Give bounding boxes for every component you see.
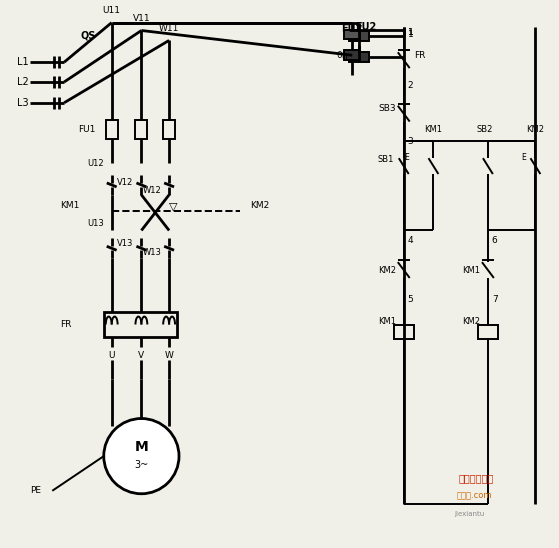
Bar [478, 326, 498, 339]
Text: E: E [521, 153, 525, 162]
Bar [349, 52, 369, 62]
Text: U11: U11 [103, 6, 121, 15]
Text: SB1: SB1 [377, 155, 394, 164]
Text: ▽: ▽ [169, 202, 177, 212]
Text: 3~: 3~ [134, 460, 149, 470]
Text: 5: 5 [408, 295, 414, 304]
Text: W13: W13 [143, 248, 161, 256]
Bar [104, 312, 177, 338]
Text: SB3: SB3 [378, 104, 396, 113]
Text: E: E [405, 153, 410, 162]
Text: M: M [135, 440, 148, 454]
Text: V: V [138, 351, 144, 359]
Text: 电工技术之家: 电工技术之家 [458, 473, 494, 483]
Text: FU1: FU1 [78, 125, 96, 134]
Text: KM1: KM1 [462, 266, 480, 275]
Text: SB2: SB2 [477, 125, 493, 134]
Text: L3: L3 [17, 98, 29, 108]
Bar [344, 30, 360, 39]
Text: KM1: KM1 [424, 125, 443, 134]
Text: jiexiantu: jiexiantu [454, 511, 485, 517]
Text: 3: 3 [408, 137, 414, 146]
Text: 7: 7 [492, 295, 498, 304]
Text: W12: W12 [143, 186, 161, 195]
Text: KM2: KM2 [462, 317, 480, 326]
Text: PE: PE [31, 486, 41, 495]
Bar [349, 31, 369, 42]
Text: KM1: KM1 [378, 317, 396, 326]
Text: L1: L1 [17, 57, 29, 67]
Text: KM2: KM2 [527, 125, 544, 134]
Text: 1: 1 [408, 30, 414, 39]
Bar [163, 119, 175, 139]
Text: 2: 2 [408, 82, 413, 90]
Text: 0: 0 [337, 51, 342, 60]
Text: KM2: KM2 [250, 201, 269, 210]
Text: L2: L2 [17, 77, 29, 87]
Text: V12: V12 [117, 179, 134, 187]
Text: 0: 0 [342, 53, 347, 62]
Text: 接线图.com: 接线图.com [456, 491, 492, 500]
Text: W: W [165, 351, 173, 359]
Text: V13: V13 [117, 239, 134, 248]
Text: 4: 4 [408, 236, 413, 245]
Text: 6: 6 [492, 236, 498, 245]
Text: U13: U13 [87, 219, 104, 228]
Bar [135, 119, 148, 139]
Text: QS: QS [80, 31, 96, 41]
Bar [106, 119, 117, 139]
Text: FU2: FU2 [355, 21, 377, 32]
Circle shape [104, 419, 179, 494]
Text: W11: W11 [159, 24, 179, 33]
Text: 1: 1 [408, 28, 414, 37]
Text: KM2: KM2 [378, 266, 396, 275]
Bar [394, 326, 414, 339]
Text: FR: FR [60, 320, 72, 329]
Text: U: U [108, 351, 115, 359]
Text: FU2: FU2 [342, 24, 363, 33]
Bar [344, 50, 360, 60]
Text: FR: FR [414, 51, 425, 60]
Text: V11: V11 [132, 14, 150, 23]
Text: KM1: KM1 [60, 201, 79, 210]
Text: 1: 1 [408, 28, 414, 37]
Text: U12: U12 [87, 158, 104, 168]
